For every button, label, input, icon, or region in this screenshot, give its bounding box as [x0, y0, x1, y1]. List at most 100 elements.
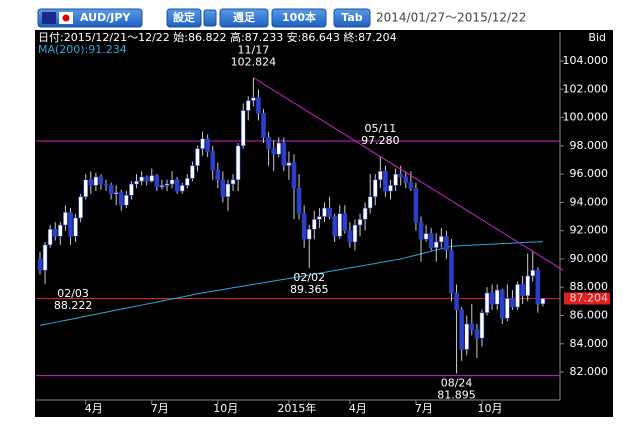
candle-body	[245, 100, 251, 111]
candle-body	[144, 176, 149, 182]
candle-body	[317, 216, 322, 220]
candle-body	[413, 187, 419, 223]
candle-body	[322, 207, 327, 217]
candle-body	[530, 269, 536, 277]
candle-body	[159, 185, 165, 188]
y-tick-label: 82.000	[570, 365, 609, 378]
candle-body	[230, 179, 236, 185]
candle-body	[484, 292, 490, 313]
candle-body	[347, 230, 353, 243]
candle-body	[403, 176, 409, 183]
candle-body	[393, 173, 398, 186]
candle-body	[47, 228, 53, 246]
candle-body	[200, 138, 205, 149]
candle-body	[444, 236, 449, 251]
candle-body	[220, 179, 226, 198]
date-range: 2014/01/27～2015/12/22	[376, 11, 526, 25]
candle-body	[266, 137, 271, 149]
candle-body	[520, 284, 525, 297]
candle-body	[113, 192, 119, 195]
candle-body	[469, 323, 475, 330]
x-tick-label: 2015年	[277, 401, 316, 415]
candle-body	[276, 142, 282, 155]
candle-body	[515, 284, 520, 308]
annotation-value: 89.365	[290, 283, 329, 296]
y-tick-label: 88.000	[570, 280, 609, 293]
tab-button[interactable]	[333, 8, 371, 28]
candle-body	[337, 213, 343, 237]
x-tick-label: 4月	[349, 402, 367, 415]
candle-body	[164, 183, 170, 186]
annotation-date: 08/24	[441, 377, 473, 390]
candle-body	[281, 142, 287, 166]
candle-body	[510, 298, 515, 308]
candle-body	[352, 224, 358, 243]
candle-body	[408, 182, 414, 189]
candle-body	[261, 113, 266, 138]
candle-body	[271, 148, 276, 155]
candle-body	[210, 151, 216, 171]
candle-body	[205, 138, 210, 152]
candle-body	[37, 258, 43, 271]
candle-body	[42, 244, 48, 271]
candle-body	[103, 183, 109, 186]
candle-body	[83, 179, 89, 198]
candle-body	[225, 183, 231, 198]
candle-body	[383, 170, 388, 192]
button-label: 100本	[282, 10, 316, 24]
flag-jpy-sun	[62, 14, 70, 22]
candle-body	[398, 173, 403, 178]
candle-body	[174, 179, 180, 192]
candle-body	[240, 110, 246, 147]
candle-body	[474, 329, 480, 339]
candle-body	[63, 211, 68, 226]
pair-label: AUD/JPY	[80, 11, 131, 24]
y-tick-label: 104.000	[563, 54, 609, 67]
candle-body	[433, 241, 439, 248]
candle-body	[58, 224, 63, 237]
calc-button[interactable]	[203, 9, 217, 27]
annotation-date: 05/11	[365, 122, 397, 135]
candle-body	[489, 292, 495, 305]
candle-body	[535, 269, 541, 305]
candle-body	[362, 207, 368, 220]
y-tick-label: 86.000	[570, 309, 609, 322]
candle-body	[312, 219, 317, 230]
candle-body	[78, 196, 83, 219]
y-tick-label: 96.000	[570, 167, 609, 180]
candle-body	[459, 309, 464, 350]
candle-body	[525, 275, 530, 297]
candle-body	[296, 187, 302, 215]
candle-body	[190, 165, 195, 179]
annotation-date: 02/02	[293, 271, 325, 284]
candle-body	[129, 183, 134, 196]
period-button[interactable]	[219, 8, 269, 28]
x-tick-label: 7月	[151, 402, 169, 415]
candle-body	[439, 236, 444, 243]
y-tick-label: 98.000	[570, 139, 609, 152]
y-tick-label: 90.000	[570, 252, 609, 265]
candle-body	[52, 228, 58, 237]
candle-body	[291, 162, 297, 189]
ma-legend: MA(200):91.234	[38, 43, 127, 56]
candle-body	[251, 97, 256, 101]
chart-area	[35, 30, 613, 417]
candle-body	[342, 213, 348, 231]
candle-body	[169, 179, 175, 185]
x-tick-label: 10月	[213, 402, 238, 415]
count-button[interactable]	[271, 8, 327, 28]
trendline	[253, 77, 564, 271]
candle-body	[149, 175, 155, 182]
y-tick-label: 84.000	[570, 337, 609, 350]
last-price-label: 87.204	[570, 291, 609, 304]
candle-body	[256, 97, 261, 114]
candle-body	[494, 289, 500, 305]
y-tick-label: 102.000	[563, 82, 609, 95]
annotation-date: 11/17	[238, 44, 270, 57]
annotation-date: 02/03	[57, 287, 89, 300]
settings-button[interactable]	[166, 8, 202, 28]
candle-body	[301, 213, 307, 240]
candle-body	[479, 312, 485, 339]
button-label: Tab	[341, 11, 363, 24]
candle-body	[235, 145, 241, 181]
